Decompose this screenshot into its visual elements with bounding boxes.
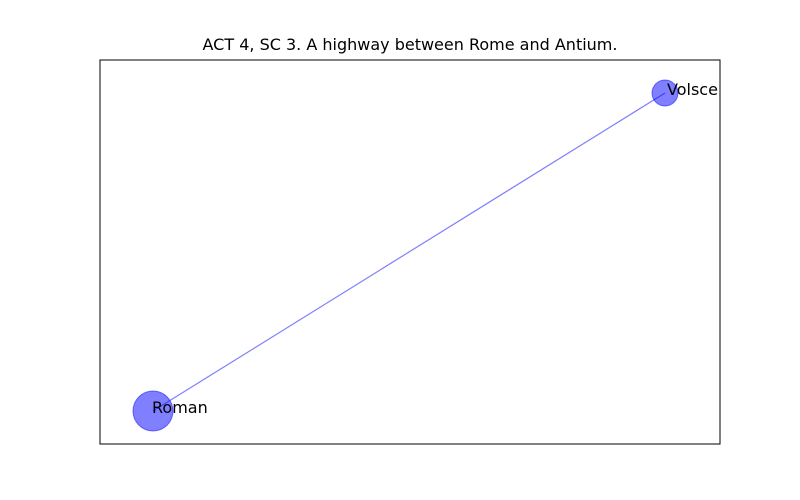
edge-roman-volsce xyxy=(152,92,666,412)
edges-layer xyxy=(152,92,666,412)
node-volsce xyxy=(651,79,679,107)
labels-layer: Volsce Roman xyxy=(152,80,718,417)
node-label-roman: Roman xyxy=(152,398,208,417)
nodes-layer xyxy=(132,79,679,432)
plot-frame xyxy=(99,59,721,445)
graph-title: ACT 4, SC 3. A highway between Rome and … xyxy=(202,35,618,54)
node-label-volsce: Volsce xyxy=(667,80,718,99)
node-roman xyxy=(132,390,174,432)
